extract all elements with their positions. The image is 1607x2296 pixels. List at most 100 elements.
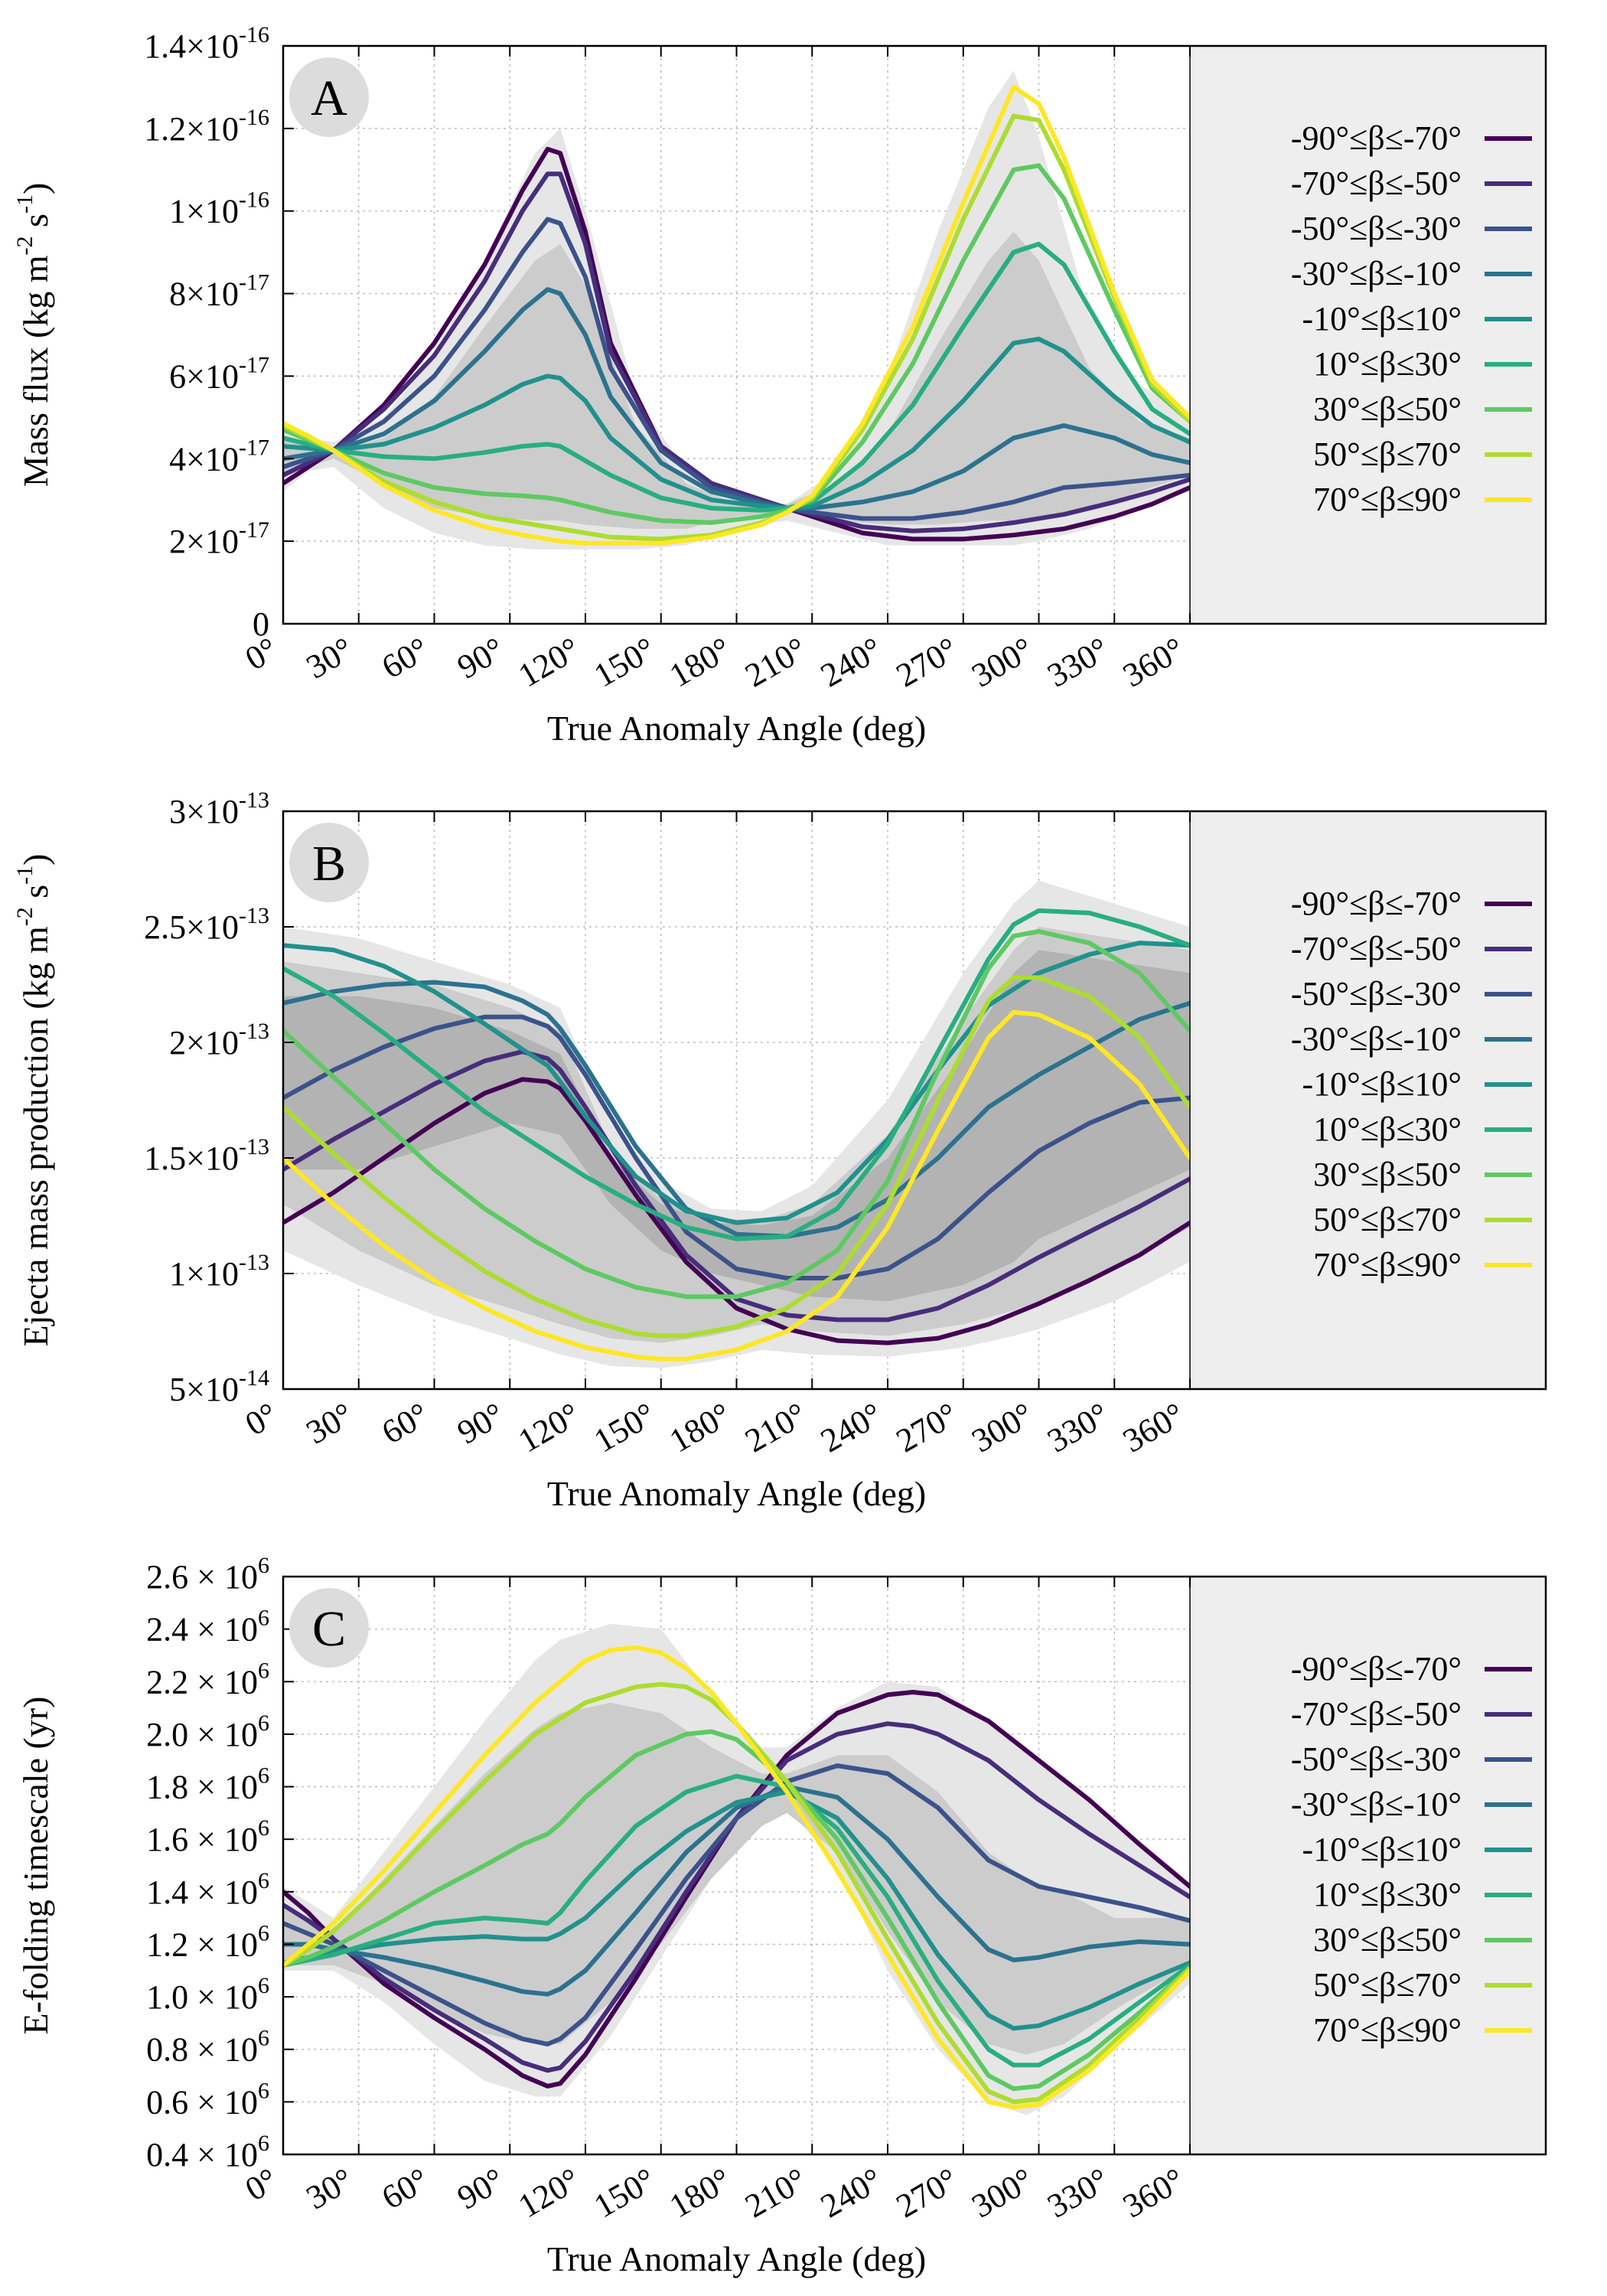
- y-tick-label: 1.4 × 106: [146, 1868, 269, 1911]
- panel-label: A: [311, 70, 347, 126]
- y-tick-label: 1.4×10-16: [144, 22, 269, 65]
- x-tick-label: 300°: [966, 1395, 1040, 1459]
- x-tick-label: 330°: [1041, 1395, 1115, 1459]
- x-tick-label: 300°: [966, 2161, 1040, 2225]
- y-tick-label: 1.6 × 106: [146, 1815, 269, 1858]
- uncertainty-band: [283, 1702, 1190, 2055]
- panel-label-badge: [289, 1588, 369, 1668]
- series-line-4: [283, 287, 1190, 510]
- x-tick-label: 60°: [376, 2161, 435, 2216]
- legend-label: -30°≤β≤-10°: [1291, 1020, 1462, 1058]
- x-axis-label: True Anomaly Angle (deg): [547, 709, 926, 748]
- legend-label: 50°≤β≤70°: [1313, 1966, 1462, 2004]
- chart-panel-c: 0° 30° 60° 90° 120° 150° 180° 210° 240° 270° 300° 3…: [16, 1553, 1547, 2278]
- x-tick-label: 120°: [512, 630, 586, 694]
- legend-label: 30°≤β≤50°: [1313, 1156, 1462, 1193]
- series-line-4: [283, 1784, 1190, 1997]
- y-tick-label: 0.6 × 106: [146, 2078, 269, 2121]
- x-tick-label: 300°: [966, 630, 1040, 694]
- legend-label: -70°≤β≤-50°: [1291, 1695, 1462, 1733]
- y-tick-label: 1.0 × 106: [146, 1973, 269, 2016]
- x-tick-label: 180°: [663, 2161, 738, 2225]
- y-axis-label: Mass flux (kg m-2 s-1): [12, 183, 55, 488]
- x-tick-label: 240°: [814, 1395, 888, 1459]
- x-tick-label: 270°: [890, 1395, 964, 1459]
- legend-label: 10°≤β≤30°: [1313, 1110, 1462, 1148]
- legend-label: -10°≤β≤10°: [1302, 1831, 1462, 1868]
- x-tick-label: 240°: [814, 2161, 888, 2225]
- series-line-6: [283, 908, 1190, 1241]
- series-line-5: [283, 1789, 1190, 2031]
- y-tick-label: 1×10-13: [169, 1250, 269, 1293]
- x-tick-label: 60°: [376, 1395, 435, 1451]
- y-tick-label: 6×10-17: [169, 352, 269, 395]
- legend-label: -10°≤β≤10°: [1302, 1065, 1462, 1103]
- x-tick-label: 150°: [588, 1395, 662, 1459]
- panel-label: C: [312, 1601, 346, 1657]
- plot-frame: [282, 1575, 1547, 2156]
- series-line-5: [283, 336, 1190, 510]
- legend-label: 30°≤β≤50°: [1313, 1921, 1462, 1958]
- legend-label: -30°≤β≤-10°: [1291, 1786, 1462, 1823]
- legend-label: 10°≤β≤30°: [1313, 345, 1462, 383]
- panel-label-badge: [289, 823, 369, 902]
- legend-label: -30°≤β≤-10°: [1291, 255, 1462, 292]
- x-tick-label: 270°: [890, 2161, 964, 2225]
- x-tick-label: 210°: [738, 1395, 813, 1459]
- y-tick-label: 0.4 × 106: [146, 2131, 269, 2174]
- series-line-7: [283, 929, 1190, 1300]
- plot-frame: [282, 810, 1547, 1391]
- legend-label: 70°≤β≤90°: [1313, 2011, 1462, 2049]
- chart-panel-b: 0° 30° 60° 90° 120° 150° 180° 210° 240° 270° 300° 3…: [12, 788, 1547, 1513]
- series-line-9: [283, 1645, 1190, 2110]
- x-tick-label: 90°: [451, 630, 510, 686]
- x-tick-label: 180°: [663, 630, 738, 694]
- x-tick-label: 30°: [300, 2161, 360, 2216]
- x-tick-label: 270°: [890, 630, 964, 694]
- series-line-3: [283, 217, 1190, 521]
- x-tick-label: 210°: [738, 630, 813, 694]
- y-tick-label: 2.2 × 106: [146, 1658, 269, 1701]
- series-line-5: [283, 941, 1190, 1225]
- series-line-8: [283, 975, 1190, 1339]
- x-tick-label: 120°: [512, 1395, 586, 1459]
- y-tick-label: 3×10-13: [169, 788, 269, 830]
- series-line-2: [283, 1721, 1190, 2073]
- legend-label: -10°≤β≤10°: [1302, 300, 1462, 338]
- series-line-9: [283, 1009, 1190, 1362]
- series-line-6: [283, 1773, 1190, 2068]
- y-tick-label: 2×10-13: [169, 1019, 269, 1062]
- series-line-3: [283, 1763, 1190, 2047]
- y-axis-label: Ejecta mass production (kg m-2 s-1): [12, 853, 55, 1346]
- x-tick-label: 360°: [1116, 630, 1191, 694]
- legend-label: -90°≤β≤-70°: [1291, 1650, 1462, 1688]
- y-tick-label: 2.5×10-13: [144, 903, 269, 946]
- x-tick-label: 90°: [451, 2161, 510, 2216]
- x-tick-label: 210°: [738, 2161, 813, 2225]
- y-tick-label: 0.8 × 106: [146, 2026, 269, 2069]
- series-line-9: [283, 84, 1190, 546]
- legend-label: -50°≤β≤-30°: [1291, 210, 1462, 247]
- x-tick-label: 330°: [1041, 2161, 1115, 2225]
- x-tick-label: 90°: [451, 1395, 510, 1451]
- plot-frame: [282, 44, 1547, 625]
- x-tick-label: 180°: [663, 1395, 738, 1459]
- x-tick-label: 360°: [1116, 2161, 1191, 2225]
- legend-label: -70°≤β≤-50°: [1291, 930, 1462, 967]
- legend-label: 50°≤β≤70°: [1313, 1201, 1462, 1238]
- series-line-1: [283, 1077, 1190, 1345]
- chart-panel-a: 0° 30° 60° 90° 120° 150° 180° 210° 240° 270° 300° 3…: [12, 22, 1547, 748]
- legend-label: 70°≤β≤90°: [1313, 1246, 1462, 1283]
- x-tick-label: 150°: [588, 2161, 662, 2225]
- legend-background: [1190, 811, 1546, 1389]
- plot-area: [283, 880, 1190, 1368]
- x-tick-label: 240°: [814, 630, 888, 694]
- y-tick-label: 2.6 × 106: [146, 1553, 269, 1596]
- uncertainty-band: [283, 231, 1190, 529]
- x-tick-label: 330°: [1041, 630, 1115, 694]
- legend-label: -70°≤β≤-50°: [1291, 165, 1462, 202]
- panel-label-badge: [289, 57, 369, 137]
- y-tick-label: 0: [253, 605, 269, 643]
- series-line-6: [283, 241, 1190, 513]
